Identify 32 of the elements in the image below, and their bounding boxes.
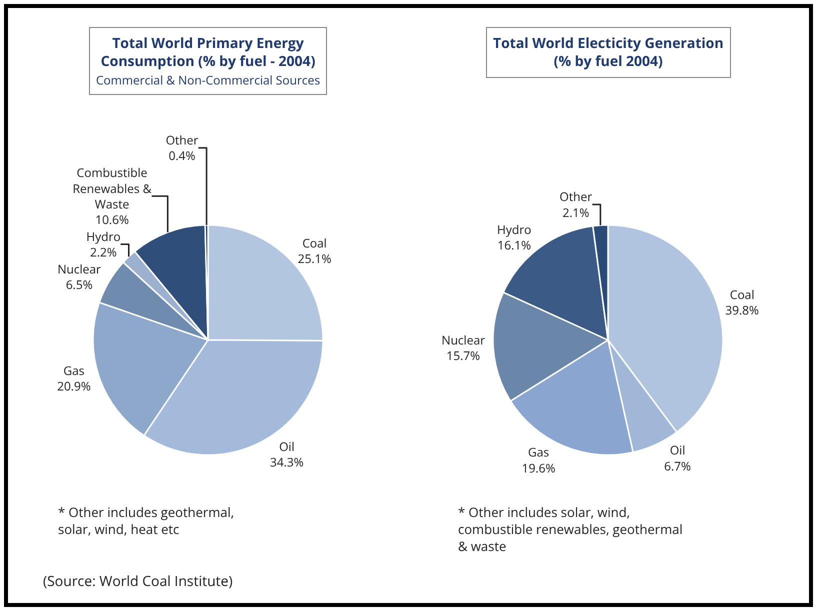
slice-label: Coal (302, 234, 327, 252)
slice-label: Hydro (86, 228, 121, 245)
text: * Other includes geothermal, solar, wind, heat etc (58, 503, 234, 538)
data-label: 16.1% (497, 236, 532, 254)
data-label: 10.6% (95, 210, 129, 228)
data-label: 0.4% (168, 147, 196, 164)
text: (Source: World Coal Institute) (43, 572, 233, 591)
text: * Other includes solar, wind, combustible renewables, geothermal & waste (458, 503, 683, 555)
slice-label: Hydro (497, 220, 532, 238)
data-label: 25.1% (298, 250, 332, 268)
slice-label: Combustible Renewables & Waste (72, 164, 152, 212)
data-label: 20.9% (57, 378, 91, 395)
data-label: 6.7% (664, 457, 692, 474)
data-label: 6.5% (66, 276, 93, 294)
data-label: 2.1% (562, 204, 590, 221)
slice-label: Gas (63, 362, 85, 379)
chart-subtitle: Commercial & Non-Commercial Sources (96, 71, 320, 88)
data-label: 2.2% (90, 244, 117, 261)
slice-label: Coal (730, 286, 754, 303)
chart-title: Total World Primary Energy Consumption (% by fuel - 2004) (100, 34, 316, 72)
data-label: 34.3% (270, 454, 304, 471)
slice-label: Nuclear (442, 331, 486, 348)
chart-title: Total World Electicity Generation (% by fuel 2004) (493, 34, 724, 72)
data-label: 39.8% (725, 301, 760, 318)
data-label: 15.7% (446, 346, 480, 364)
slice-label: Oil (670, 442, 686, 459)
slice-label: Other (560, 188, 592, 206)
slice-label: Nuclear (57, 260, 102, 278)
slice-label: Gas (528, 444, 550, 461)
slice-label: Other (166, 132, 198, 149)
slice-label: Oil (279, 438, 294, 456)
data-label: 19.6% (522, 459, 556, 476)
